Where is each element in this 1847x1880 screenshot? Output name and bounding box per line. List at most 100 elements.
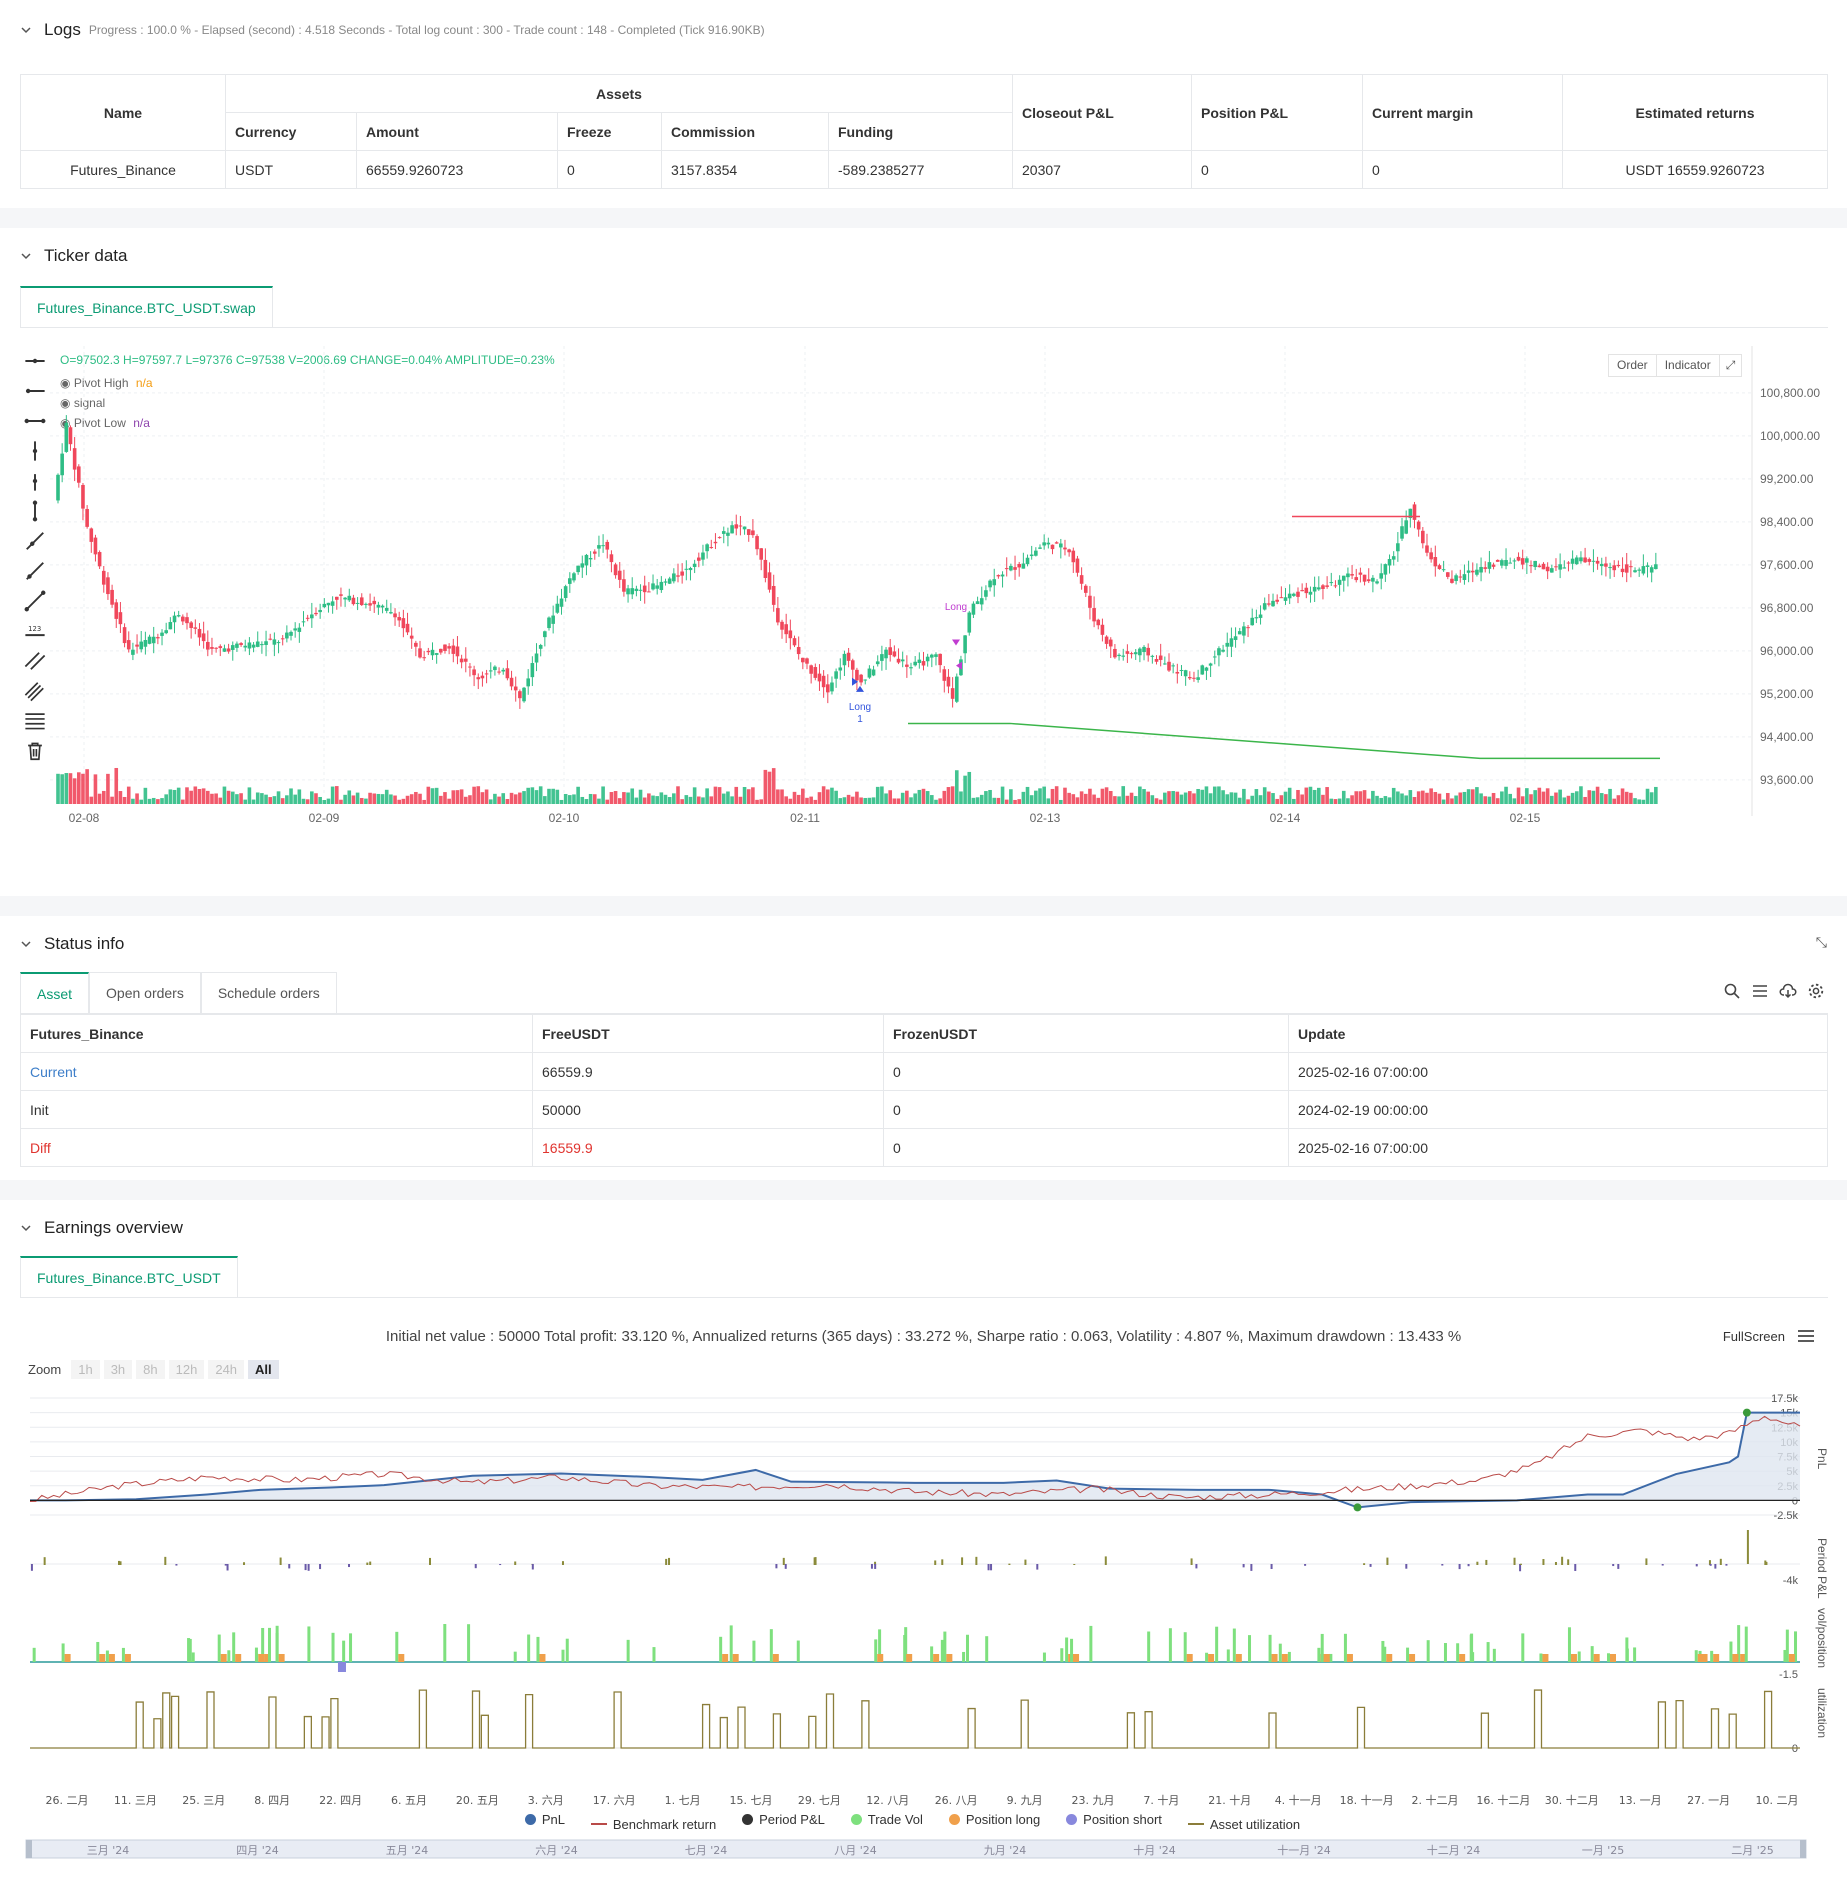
- x-tick-label: 26. 八月: [935, 1794, 978, 1807]
- candle-body: [692, 563, 697, 567]
- position-long-bar: [906, 1654, 913, 1662]
- volume-bar: [97, 793, 102, 804]
- legend-benchmark[interactable]: Benchmark return: [590, 1817, 716, 1832]
- ticker-header[interactable]: Ticker data: [20, 236, 127, 276]
- zoom-label: Zoom: [28, 1362, 62, 1377]
- volume-bar: [1075, 797, 1080, 804]
- legend-period-pnl[interactable]: Period P&L: [742, 1812, 825, 1827]
- cloud-download-icon[interactable]: [1779, 982, 1797, 1000]
- volume-bar: [1495, 798, 1500, 804]
- volume-bar: [118, 791, 123, 804]
- candle-body: [1433, 557, 1438, 567]
- tab-btc-usdt-swap[interactable]: Futures_Binance.BTC_USDT.swap: [20, 286, 273, 327]
- vertical-ray-icon[interactable]: [24, 470, 46, 492]
- candlestick-chart[interactable]: 100,800.00 100,000.00 99,200.00 98,400.00 97…: [0, 346, 1847, 866]
- zoom-3h[interactable]: 3h: [103, 1360, 133, 1379]
- volume-bar: [1171, 791, 1175, 804]
- earnings-chart[interactable]: 17.5k15k12.5k10k7.5k5k2.5k0-2.5kPnL-4kPe…: [0, 1388, 1847, 1848]
- tab-btc-usdt[interactable]: Futures_Binance.BTC_USDT: [20, 1256, 238, 1297]
- earnings-header[interactable]: Earnings overview: [20, 1208, 183, 1248]
- zoom-12h[interactable]: 12h: [168, 1360, 205, 1379]
- trash-icon[interactable]: [24, 740, 46, 762]
- fullscreen-button[interactable]: FullScreen: [1723, 1328, 1815, 1344]
- eye-icon[interactable]: ◉: [60, 376, 71, 390]
- parallel-channel-icon[interactable]: [24, 650, 46, 672]
- x-tick-label: 12. 八月: [866, 1794, 909, 1807]
- volume-bar: [1092, 794, 1096, 804]
- col-name: Name: [20, 74, 226, 151]
- x-tick-label: 29. 七月: [798, 1794, 841, 1807]
- volume-bar: [1083, 793, 1088, 804]
- legend-position-long[interactable]: Position long: [948, 1812, 1040, 1827]
- volume-bar: [1558, 789, 1562, 804]
- chevron-down-icon[interactable]: [20, 938, 32, 950]
- list-icon[interactable]: [1751, 982, 1769, 1000]
- legend-pnl[interactable]: PnL: [524, 1812, 565, 1827]
- legend-trade-vol[interactable]: Trade Vol: [850, 1812, 923, 1827]
- trade-vol-bar: [565, 1638, 569, 1662]
- status-tools: [1723, 982, 1825, 1000]
- expand-icon[interactable]: ⤢: [1719, 354, 1743, 377]
- trade-vol-bar: [261, 1627, 265, 1662]
- volume-bar: [1341, 790, 1346, 804]
- zoom-1h[interactable]: 1h: [71, 1360, 100, 1379]
- fib-channel-icon[interactable]: [24, 680, 46, 702]
- candle-body: [1100, 624, 1105, 635]
- candle-body: [1475, 569, 1479, 575]
- volume-bar: [971, 797, 976, 804]
- trade-vol-bar: [1443, 1643, 1447, 1662]
- candle-body: [547, 617, 551, 629]
- candle-body: [1491, 564, 1496, 567]
- svg-text:123: 123: [28, 625, 41, 633]
- legend-pivot-high[interactable]: ◉ Pivot High n/a: [60, 376, 153, 390]
- collapse-icon[interactable]: ⤡: [1815, 934, 1827, 950]
- legend-signal[interactable]: ◉ signal: [60, 396, 106, 410]
- tab-schedule-orders[interactable]: Schedule orders: [200, 972, 337, 1013]
- horizontal-ray-icon[interactable]: [24, 380, 46, 402]
- chevron-down-icon[interactable]: [20, 1222, 32, 1234]
- zoom-8h[interactable]: 8h: [136, 1360, 165, 1379]
- volume-bar: [1637, 799, 1641, 804]
- gear-icon[interactable]: [1807, 982, 1825, 1000]
- legend-asset-utilization[interactable]: Asset utilization: [1187, 1817, 1300, 1832]
- horizontal-segment-icon[interactable]: [24, 410, 46, 432]
- status-header[interactable]: Status info: [20, 924, 124, 964]
- position-long-bar: [1281, 1654, 1288, 1662]
- order-button[interactable]: Order: [1608, 354, 1657, 377]
- trade-vol-bar: [1317, 1647, 1321, 1662]
- tab-asset[interactable]: Asset: [20, 972, 90, 1013]
- candle-body: [93, 537, 98, 555]
- indicator-button[interactable]: Indicator: [1656, 354, 1720, 377]
- volume-bar: [1433, 791, 1438, 804]
- volume-bar: [880, 786, 884, 804]
- price-line-icon[interactable]: 123: [24, 620, 46, 642]
- vertical-line-icon[interactable]: [24, 440, 46, 462]
- trade-vol-bar: [1248, 1635, 1252, 1662]
- search-icon[interactable]: [1723, 982, 1741, 1000]
- chevron-down-icon[interactable]: [20, 24, 32, 36]
- candle-body: [1075, 558, 1080, 573]
- eye-icon[interactable]: ◉: [60, 396, 71, 410]
- volume-bar: [214, 793, 218, 804]
- chevron-down-icon[interactable]: [20, 250, 32, 262]
- volume-bar: [426, 786, 431, 804]
- fibonacci-icon[interactable]: [24, 710, 46, 732]
- zoom-all[interactable]: All: [248, 1360, 279, 1379]
- volume-bar: [264, 794, 268, 804]
- ray-line-icon[interactable]: [24, 560, 46, 582]
- horizontal-line-icon[interactable]: [24, 350, 46, 372]
- legend-position-short[interactable]: Position short: [1066, 1812, 1162, 1827]
- trend-line-icon[interactable]: [24, 530, 46, 552]
- table-row: Futures_Binance USDT 66559.9260723 0 315…: [20, 150, 1828, 189]
- tab-open-orders[interactable]: Open orders: [89, 972, 201, 1013]
- vertical-segment-icon[interactable]: [24, 500, 46, 522]
- candle-body: [1583, 557, 1587, 563]
- menu-icon[interactable]: [1797, 1328, 1815, 1344]
- range-navigator[interactable]: 三月 '24 四月 '24 五月 '24 六月 '24 七月 '24 八月 '24 九月 '…: [0, 1834, 1847, 1864]
- candle-body: [1520, 558, 1525, 565]
- volume-bar: [239, 793, 243, 804]
- row-label-current[interactable]: Current: [20, 1052, 533, 1091]
- zoom-24h[interactable]: 24h: [208, 1360, 245, 1379]
- logs-header[interactable]: Logs Progress : 100.0 % - Elapsed (secon…: [20, 10, 765, 50]
- segment-line-icon[interactable]: [24, 590, 46, 612]
